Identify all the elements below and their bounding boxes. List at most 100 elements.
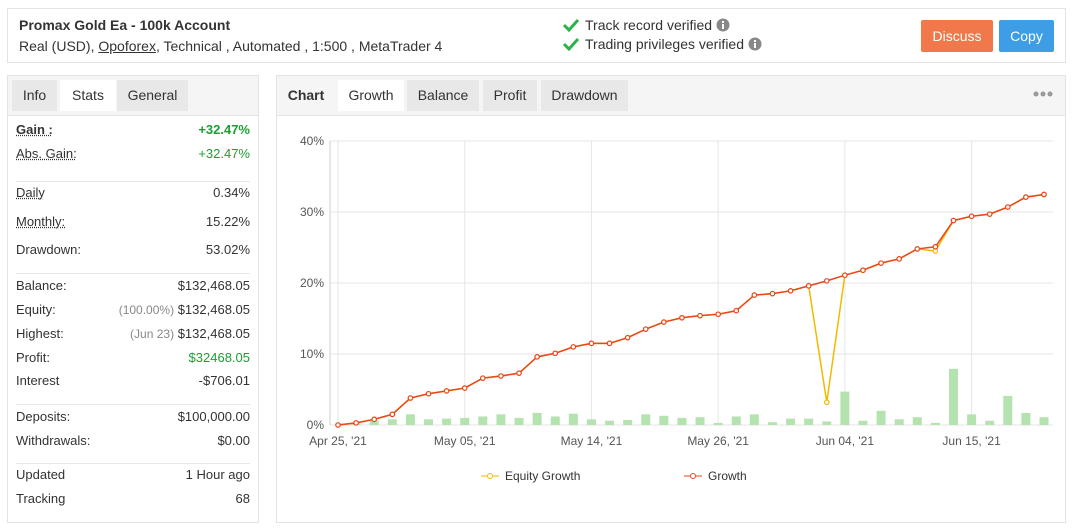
series-point <box>389 411 396 418</box>
copy-button[interactable]: Copy <box>999 20 1054 52</box>
series-point <box>335 422 341 428</box>
stat-label: Withdrawals: <box>16 433 91 448</box>
chart-tab[interactable]: Profit <box>483 80 537 111</box>
stat-value-text: 68 <box>235 491 250 506</box>
series-point <box>805 283 812 289</box>
bar <box>659 415 669 425</box>
bar <box>731 416 741 425</box>
bar <box>405 414 415 425</box>
info-icon[interactable] <box>748 37 762 51</box>
legend-marker <box>487 473 493 479</box>
stat-value-text: 0.34% <box>213 185 250 200</box>
chart-tab[interactable]: Growth <box>338 80 404 111</box>
x-tick-label: May 14, '21 <box>561 434 623 448</box>
account-title: Promax Gold Ea - 100k Account <box>19 17 231 33</box>
stat-value-text: $132,468.05 <box>177 278 250 293</box>
series-point <box>787 288 794 294</box>
series-point <box>570 344 577 350</box>
series-point <box>878 260 884 266</box>
series-point <box>516 370 522 376</box>
stat-row: Drawdown: 53.02% <box>16 242 250 265</box>
series-point <box>407 395 414 401</box>
x-tick-label: Jun 04, '21 <box>816 434 875 448</box>
legend-label: Equity Growth <box>505 469 580 483</box>
stat-row: Updated 1 Hour ago <box>16 467 250 490</box>
x-tick-label: May 05, '21 <box>434 434 496 448</box>
stat-note: (100.00%) <box>118 303 175 317</box>
stat-value: +32.47% <box>198 122 250 137</box>
series-point <box>697 312 703 319</box>
bar <box>605 420 615 425</box>
chart-tab[interactable]: Drawdown <box>541 80 628 111</box>
account-type: Real (USD), <box>19 38 99 54</box>
info-tab[interactable]: Info <box>12 80 57 111</box>
stat-value: $100,000.00 <box>178 409 250 424</box>
verified-item: Trading privileges verified <box>561 35 762 54</box>
stat-value: 53.02% <box>206 242 250 257</box>
menu-dots[interactable] <box>1033 90 1053 98</box>
series-point <box>1004 204 1011 210</box>
stat-value-text: 1 Hour ago <box>185 467 250 482</box>
bar <box>478 416 488 425</box>
account-details: , Technical , Automated , 1:500 , MetaTr… <box>155 38 443 54</box>
bar <box>586 419 596 425</box>
stat-value: 1 Hour ago <box>186 467 250 482</box>
series-point <box>860 267 866 274</box>
bar <box>532 412 542 425</box>
chart-tab[interactable]: Balance <box>407 80 479 111</box>
series-point <box>461 385 468 391</box>
bar <box>677 417 687 425</box>
y-tick-label: 30% <box>300 205 324 219</box>
stat-value-text: $132,468.05 <box>177 302 250 317</box>
series-point <box>480 375 486 381</box>
chart-panel: Chart Growth Balance Profit Drawdown 0% 10% 20%… <box>276 75 1066 523</box>
stat-label: Updated <box>16 467 66 482</box>
series-point <box>443 388 450 394</box>
info-tab[interactable]: Stats <box>60 80 116 111</box>
series-point <box>624 334 631 341</box>
bar <box>550 416 560 425</box>
series-point <box>751 292 758 298</box>
series-point <box>823 399 830 406</box>
series-point <box>661 319 667 325</box>
series-point <box>425 390 432 397</box>
stat-value-text: -$706.01 <box>198 373 250 388</box>
stat-row: Highest: (Jun 23) $132,468.05 <box>16 326 250 349</box>
stat-value: (100.00%) $132,468.05 <box>119 302 250 317</box>
bar <box>514 417 524 425</box>
bar <box>876 410 886 425</box>
stat-label: Highest: <box>16 326 64 341</box>
stat-label: Interest <box>16 373 60 388</box>
stat-value-text: +32.47% <box>198 146 250 161</box>
series-point <box>642 326 649 332</box>
broker-link[interactable]: Opoforex <box>98 38 156 54</box>
bar <box>568 413 578 425</box>
stat-label: Gain : <box>16 122 53 137</box>
x-tick-label: Apr 25, '21 <box>309 434 367 448</box>
info-tab[interactable]: General <box>117 80 188 111</box>
stat-row: Daily 0.34% <box>16 185 250 208</box>
y-tick-label: 10% <box>300 347 324 361</box>
info-icon[interactable] <box>716 18 730 32</box>
series-point <box>914 246 921 252</box>
bar <box>1003 395 1013 425</box>
discuss-button[interactable]: Discuss <box>921 20 993 52</box>
stat-row: Gain : +32.47% <box>16 122 250 145</box>
stat-label: Profit: <box>16 350 50 365</box>
account-info: Real (USD), Opoforex, Technical , Automa… <box>19 38 442 54</box>
series-point <box>769 290 776 297</box>
verified-text: Track record verified <box>585 17 713 33</box>
series-point <box>896 256 902 262</box>
stat-row: Balance: $132,468.05 <box>16 278 250 301</box>
series-point <box>552 350 559 357</box>
stat-label: Drawdown: <box>16 242 82 257</box>
series-point <box>823 278 830 284</box>
y-tick-label: 40% <box>300 134 324 148</box>
x-tick-label: Jun 15, '21 <box>942 434 1001 448</box>
separator <box>16 181 250 182</box>
stat-row: Equity: (100.00%) $132,468.05 <box>16 302 250 325</box>
stat-value-text: $132,468.05 <box>177 326 250 341</box>
stat-label: Abs. Gain: <box>16 146 77 161</box>
